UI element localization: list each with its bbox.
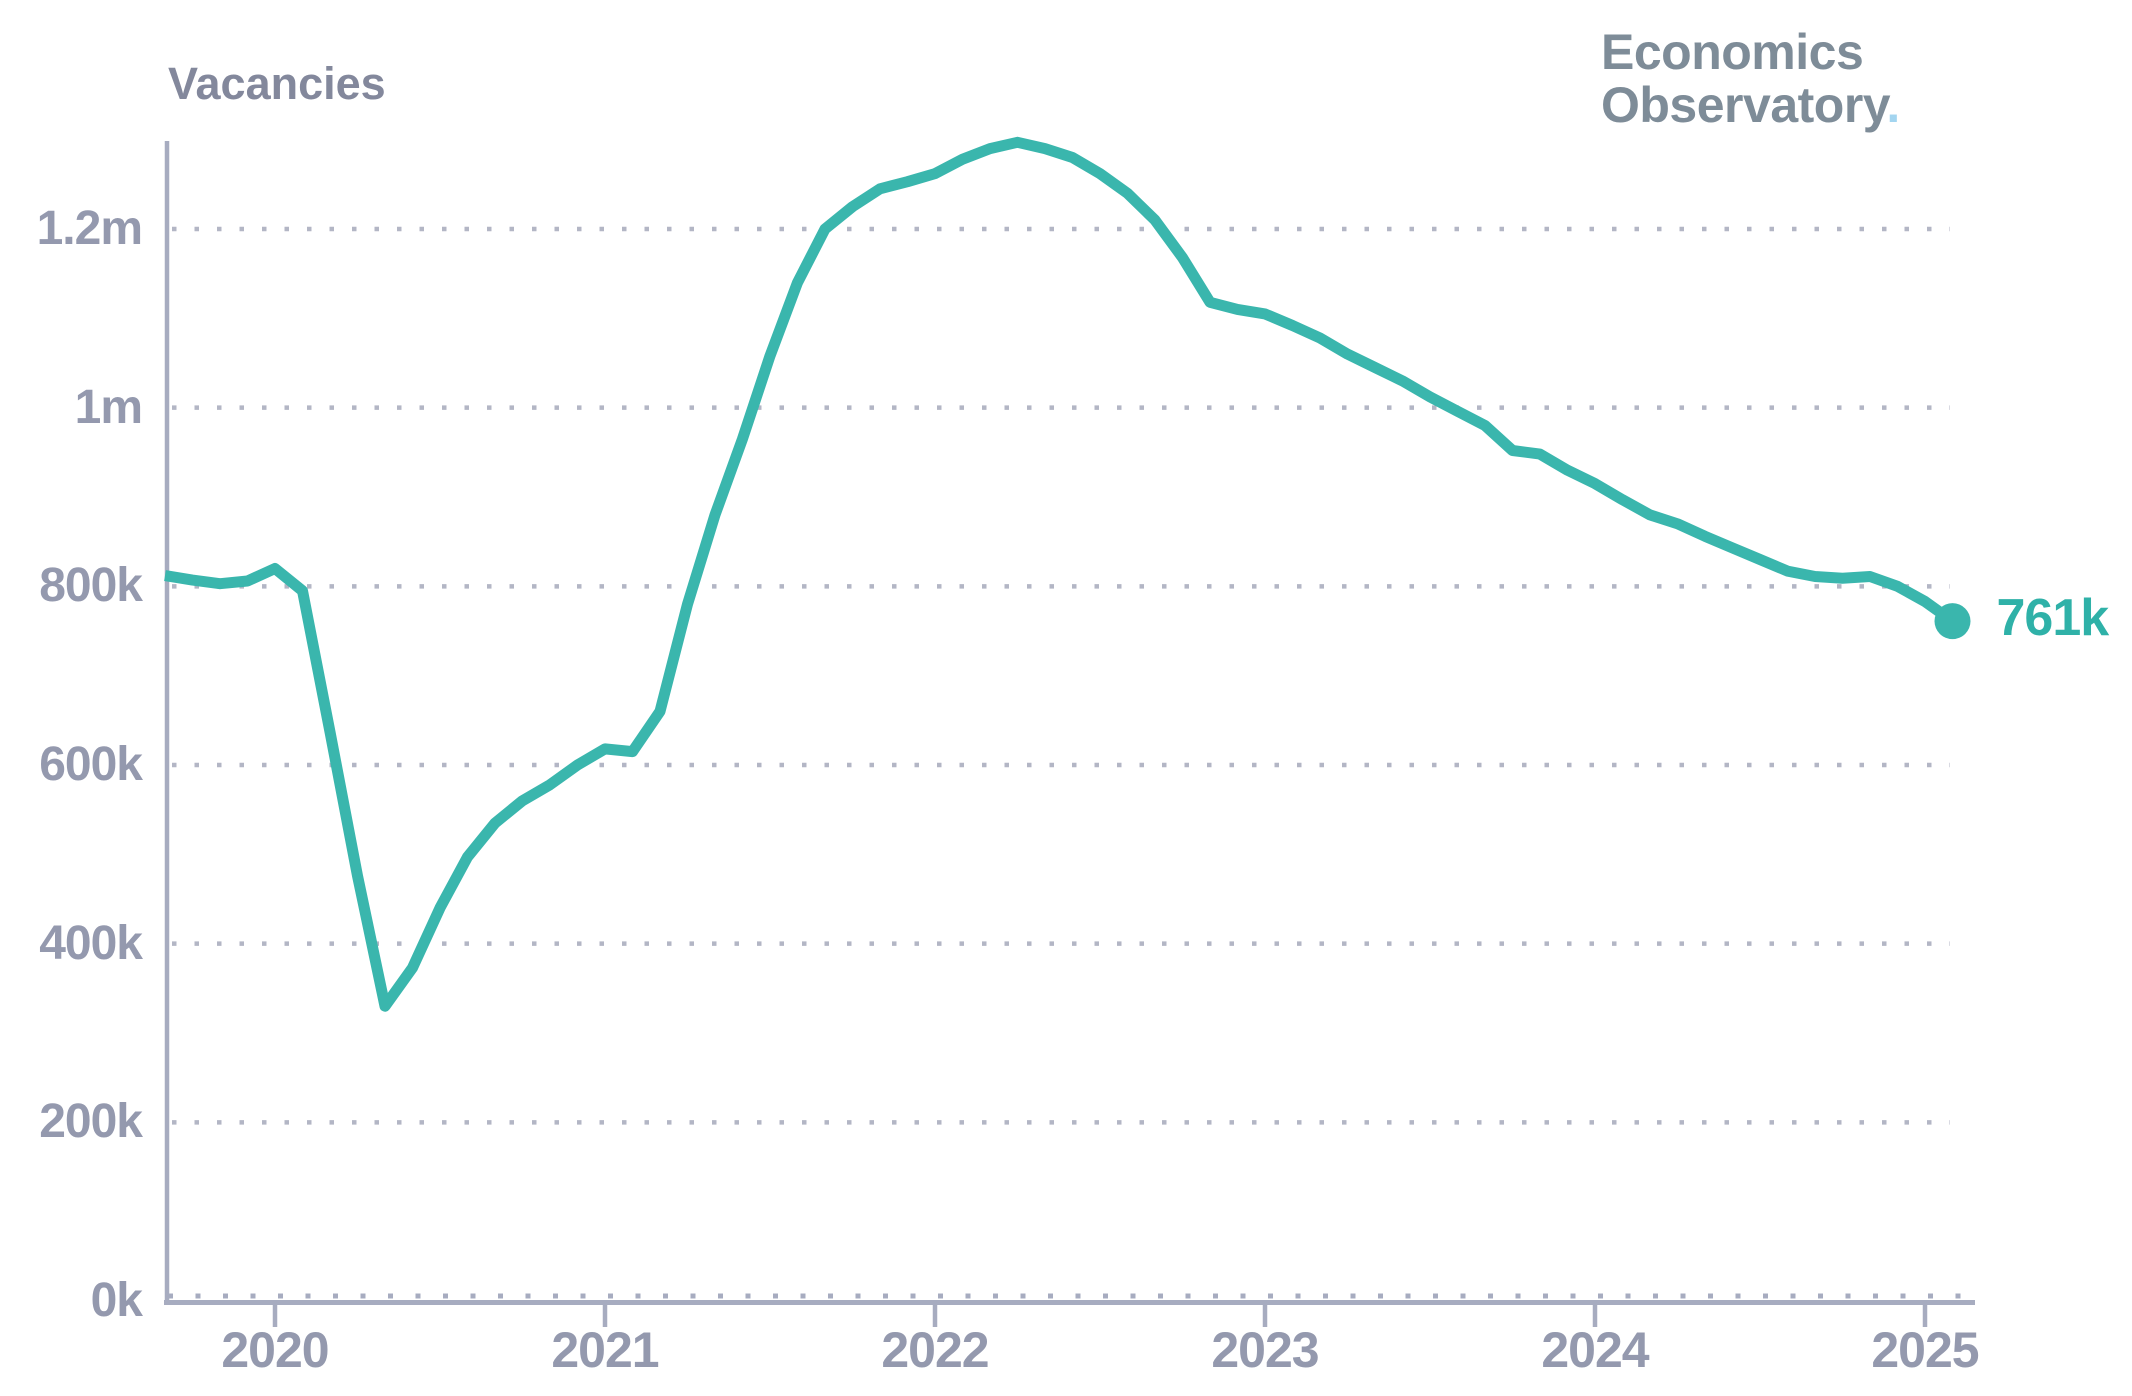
vacancies-line [164,136,1956,1012]
logo-dot: . [1886,77,1900,133]
x-tick-label-2025: 2025 [1871,1322,1979,1378]
gridlines [172,226,1950,1125]
chart-title: Vacancies [168,58,386,109]
x-tick-label-2020: 2020 [221,1322,329,1378]
x-tick-label-2022: 2022 [881,1322,989,1378]
logo-line-1: Economics [1601,24,1864,80]
y-tick-label-600k: 600k [39,738,143,791]
x-tick-label-2023: 2023 [1211,1322,1319,1378]
end-point-marker [1934,603,1971,640]
x-tick-label-2021: 2021 [551,1322,659,1378]
latest-value-label: 761k [1996,589,2110,648]
logo-line-2: Observatory. [1601,77,1900,133]
y-tick-label-0: 0k [90,1274,143,1327]
y-tick-label-200k: 200k [39,1095,143,1149]
economics-observatory-logo: Economics Observatory. [1601,26,1900,132]
y-tick-label-1m: 1m [74,380,143,434]
year-tick-marks [272,1305,1928,1327]
y-tick-label-400k: 400k [39,916,143,970]
y-tick-label-800k: 800k [39,559,143,613]
y-tick-label-1-2m: 1.2m [36,202,143,255]
x-tick-label-2024: 2024 [1541,1322,1649,1378]
